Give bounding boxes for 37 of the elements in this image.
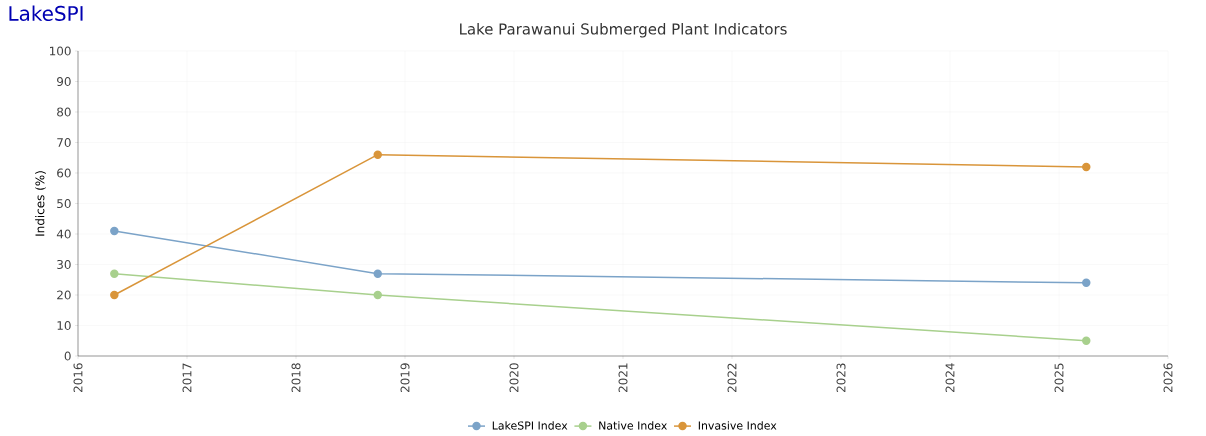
x-tick-label: 2018 (291, 363, 301, 393)
point (1082, 162, 1091, 172)
legend-label: Invasive Index (698, 421, 777, 430)
y-tick-label: 50 (57, 198, 71, 209)
point (110, 269, 119, 278)
point (373, 269, 382, 278)
y-tick-label: 30 (57, 259, 71, 270)
y-tick-label: 80 (57, 107, 71, 117)
legend-label: Native Index (599, 421, 667, 430)
y-tick-label: 0 (64, 351, 71, 361)
point (110, 226, 119, 236)
x-tick-label: 2026 (1163, 363, 1173, 393)
y-tick-label: 90 (57, 76, 71, 87)
x-tick-label: 2017 (182, 363, 192, 393)
x-tick-label: 2023 (836, 363, 846, 393)
point (373, 150, 382, 159)
x-tick-label: 2019 (400, 363, 410, 393)
y-tick-label: 40 (56, 229, 71, 239)
x-tick-label: 2022 (727, 363, 737, 393)
y-tick-label: 100 (49, 46, 71, 56)
point (1082, 336, 1091, 345)
legend-label: LakeSPI Index (492, 421, 568, 430)
y-tick-label: 70 (57, 137, 71, 148)
text: LakeSPI (9, 5, 83, 21)
x-tick-label: 2020 (509, 363, 519, 393)
y-axis-title: Indices (%) (35, 171, 46, 236)
x-tick-label: 2021 (618, 363, 628, 393)
x-tick-label: 2024 (945, 363, 955, 393)
chart-title: Lake Parawanui Submerged Plant Indicators (460, 23, 787, 38)
x-tick-label: 2016 (73, 363, 83, 393)
point (1082, 278, 1091, 288)
y-tick-label: 60 (57, 168, 71, 178)
x-tick-label: 2025 (1054, 363, 1064, 393)
y-tick-label: 10 (57, 320, 71, 331)
y-tick-label: 20 (57, 290, 71, 300)
point (373, 290, 382, 300)
point (110, 290, 119, 300)
